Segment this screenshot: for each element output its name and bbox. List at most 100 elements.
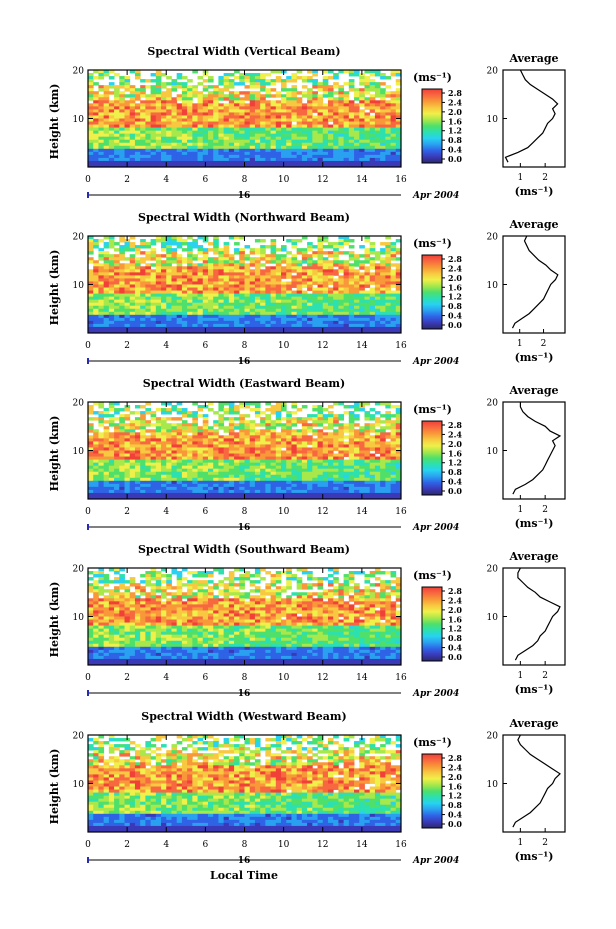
heatmap-cell — [145, 326, 151, 331]
heatmap-cell — [98, 444, 105, 448]
heatmap-cell — [207, 130, 214, 135]
heatmap-cell — [192, 275, 198, 279]
heatmap-cell — [317, 260, 324, 264]
heatmap-cell — [312, 429, 318, 433]
heatmap-cell — [322, 278, 329, 282]
heatmap-cell — [395, 272, 402, 276]
heatmap-cell — [312, 133, 318, 138]
heatmap-cell — [103, 293, 110, 298]
heatmap-cell — [333, 118, 339, 122]
heatmap-cell — [395, 450, 402, 454]
heatmap-cell — [213, 163, 219, 168]
heatmap-cell — [244, 435, 251, 439]
heatmap-cell — [161, 124, 167, 128]
heatmap-cell — [239, 142, 245, 147]
heatmap-cell — [119, 100, 125, 104]
heatmap-cell — [239, 127, 245, 132]
heatmap-cell — [380, 429, 386, 433]
heatmap-cell — [98, 299, 105, 304]
heatmap-cell — [129, 432, 136, 436]
heatmap-cell — [108, 408, 115, 412]
heatmap-cell — [234, 142, 240, 147]
heatmap-cell — [161, 275, 167, 279]
heatmap-cell — [390, 414, 397, 418]
heatmap-cell — [197, 97, 204, 101]
heatmap-cell — [244, 293, 251, 298]
heatmap-cell — [322, 468, 329, 473]
heatmap-cell — [317, 459, 324, 464]
heatmap-cell — [140, 260, 146, 264]
heatmap-cell — [134, 145, 141, 150]
heatmap-cell — [286, 154, 292, 159]
heatmap-cell — [213, 441, 219, 445]
heatmap-cell — [260, 287, 266, 291]
heatmap-cell — [197, 408, 204, 412]
heatmap-cell — [119, 317, 125, 322]
heatmap-cell — [270, 432, 277, 436]
heatmap-cell — [296, 429, 303, 433]
heatmap-cell — [223, 257, 230, 261]
heatmap-cell — [155, 471, 162, 476]
heatmap-cell — [207, 278, 214, 282]
heatmap-cell — [150, 73, 157, 77]
heatmap-cell — [187, 118, 193, 122]
heatmap-cell — [98, 435, 105, 439]
heatmap-cell — [228, 260, 235, 264]
heatmap-cell — [395, 142, 402, 147]
heatmap-cell — [181, 486, 188, 491]
heatmap-cell — [291, 91, 298, 95]
heatmap-cell — [114, 486, 120, 491]
heatmap-cell — [395, 73, 402, 77]
heatmap-cell — [249, 142, 256, 147]
heatmap-cell — [98, 151, 105, 156]
heatmap-cell — [343, 441, 350, 445]
heatmap-cell — [343, 242, 350, 246]
heatmap-cell — [369, 245, 376, 249]
heatmap-cell — [155, 438, 162, 442]
heatmap-cell — [307, 142, 313, 147]
heatmap-cell — [218, 79, 225, 83]
heatmap-cell — [88, 438, 94, 442]
heatmap-cell — [369, 465, 376, 470]
heatmap-cell — [327, 459, 334, 464]
heatmap-cell — [322, 408, 329, 412]
heatmap-cell — [307, 474, 313, 479]
heatmap-cell — [192, 269, 198, 273]
heatmap-cell — [207, 118, 214, 122]
heatmap-cell — [150, 438, 157, 442]
heatmap-cell — [93, 112, 99, 116]
heatmap-cell — [103, 242, 110, 246]
heatmap-cell — [333, 417, 339, 421]
heatmap-cell — [296, 112, 303, 116]
heatmap-cell — [301, 284, 308, 288]
heatmap-cell — [348, 308, 355, 313]
heatmap-cell — [171, 405, 178, 409]
heatmap-cell — [327, 438, 334, 442]
heatmap-cell — [254, 474, 261, 479]
heatmap-cell — [202, 483, 209, 488]
heatmap-cell — [348, 130, 355, 135]
heatmap-cell — [114, 480, 120, 485]
heatmap-cell — [254, 133, 261, 138]
heatmap-cell — [239, 426, 245, 430]
heatmap-cell — [93, 465, 99, 470]
heatmap-cell — [275, 91, 282, 95]
heatmap-cell — [239, 329, 245, 334]
heatmap-cell — [119, 160, 125, 165]
date-label: 16 — [238, 357, 251, 367]
heatmap-cell — [140, 447, 146, 451]
heatmap-cell — [270, 326, 277, 331]
heatmap-cell — [140, 420, 146, 424]
heatmap-cell — [291, 429, 298, 433]
heatmap-cell — [98, 160, 105, 165]
heatmap-cell — [108, 82, 115, 86]
heatmap-cell — [119, 462, 125, 467]
heatmap-cell — [380, 109, 386, 113]
heatmap-cell — [103, 480, 110, 485]
heatmap-cell — [218, 317, 225, 322]
heatmap-cell — [296, 124, 303, 128]
heatmap-cell — [348, 477, 355, 482]
heatmap-cell — [322, 121, 329, 125]
heatmap-cell — [281, 121, 287, 125]
heatmap-cell — [171, 429, 178, 433]
